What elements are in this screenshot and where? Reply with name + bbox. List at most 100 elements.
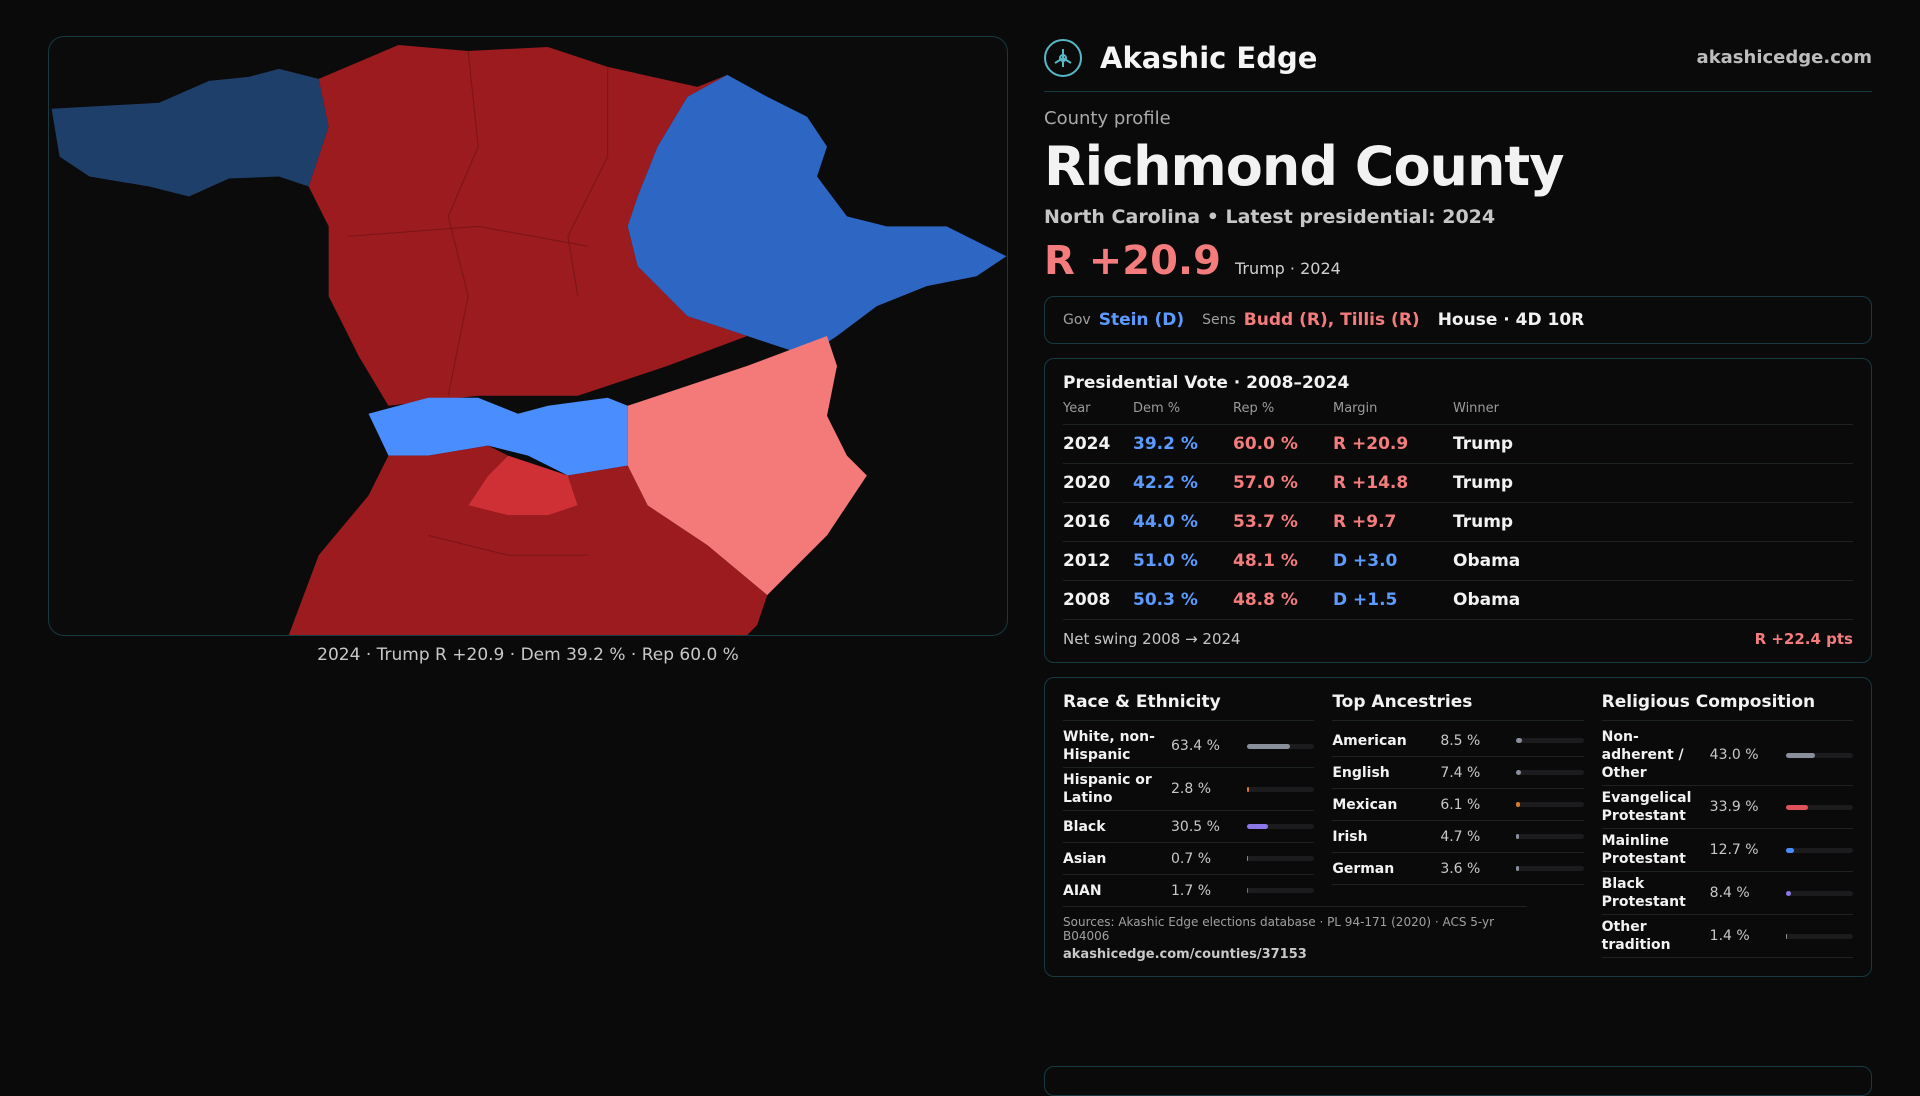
net-swing-value: R +22.4 pts — [1754, 630, 1853, 648]
vote-dem: 50.3 % — [1133, 580, 1233, 620]
representatives-bar: Gov Stein (D) Sens Budd (R), Tillis (R) … — [1044, 296, 1872, 344]
religion-value: 1.4 % — [1709, 928, 1750, 944]
ancestry-bar-fill — [1516, 802, 1521, 807]
religion-value: 33.9 % — [1709, 799, 1759, 815]
race-bar-fill — [1247, 824, 1268, 829]
senators-value: Budd (R), Tillis (R) — [1243, 310, 1420, 330]
ancestry-title: Top Ancestries — [1332, 692, 1584, 721]
precinct-map-svg[interactable] — [49, 37, 1007, 635]
vote-row: 2016 44.0 % 53.7 % R +9.7 Trump — [1063, 502, 1853, 542]
ancestry-bar — [1516, 738, 1584, 743]
precinct-nw[interactable] — [51, 68, 329, 197]
presidential-vote-card: Presidential Vote · 2008–2024 Year Dem % R… — [1044, 358, 1872, 663]
vote-margin: R +20.9 — [1333, 424, 1453, 464]
religion-row: Other tradition 1.4 % — [1601, 915, 1853, 958]
vote-rep: 60.0 % — [1233, 424, 1333, 464]
ancestry-value: 4.7 % — [1440, 828, 1481, 845]
precinct-southeast[interactable] — [627, 336, 867, 596]
page-title: Richmond County — [1044, 135, 1564, 198]
religion-bar-fill — [1785, 847, 1795, 853]
religion-row: Non-adherent / Other 43.0 % — [1601, 725, 1853, 786]
ancestry-bar — [1516, 866, 1584, 871]
vote-margin: D +1.5 — [1333, 580, 1453, 620]
demographics-card: Race & Ethnicity White, non-Hispanic 63.4… — [1044, 677, 1872, 977]
vote-dem: 44.0 % — [1133, 502, 1233, 542]
net-swing-row: Net swing 2008 → 2024 R +22.4 pts — [1063, 630, 1853, 648]
vote-col-header: Winner — [1453, 393, 1853, 425]
ancestry-bar-fill — [1516, 866, 1519, 871]
race-bar-fill — [1247, 856, 1248, 861]
latest-margin-sub: Trump · 2024 — [1234, 259, 1341, 278]
race-name: AIAN — [1063, 882, 1102, 899]
precinct-south[interactable] — [288, 445, 768, 635]
religion-column: Religious Composition Non-adherent / Oth… — [1601, 692, 1853, 958]
ancestry-row: Irish 4.7 % — [1332, 821, 1584, 853]
race-column: Race & Ethnicity White, non-Hispanic 63.4… — [1063, 692, 1315, 958]
vote-col-header: Dem % — [1133, 393, 1233, 425]
house-value: House · 4D 10R — [1437, 310, 1585, 330]
brand-url-link[interactable]: akashicedge.com — [1696, 47, 1872, 68]
race-value: 63.4 % — [1171, 738, 1220, 754]
race-value: 30.5 % — [1171, 818, 1220, 835]
religion-bar — [1785, 847, 1853, 853]
ancestry-value: 3.6 % — [1440, 860, 1481, 877]
race-row: AIAN 1.7 % — [1063, 875, 1315, 907]
vote-col-header: Margin — [1333, 393, 1453, 425]
vote-rep: 53.7 % — [1233, 502, 1333, 542]
religion-bar-fill — [1785, 752, 1815, 758]
ancestry-row: German 3.6 % — [1332, 853, 1584, 885]
compass-icon[interactable] — [1044, 38, 1082, 77]
religion-name: Evangelical Protestant — [1601, 790, 1692, 824]
source-url-link[interactable]: akashicedge.com/counties/37153 — [1063, 947, 1307, 962]
vote-dem: 39.2 % — [1133, 424, 1233, 464]
brand-name[interactable]: Akashic Edge — [1100, 40, 1318, 75]
religion-name: Non-adherent / Other — [1601, 729, 1684, 781]
religion-bar-fill — [1785, 933, 1787, 939]
profile-subtitle: North Carolina • Latest presidential: 20… — [1044, 206, 1496, 228]
vote-year: 2016 — [1063, 502, 1133, 542]
race-bar — [1247, 888, 1315, 893]
vote-rep: 48.1 % — [1233, 541, 1333, 581]
ancestry-value: 6.1 % — [1440, 796, 1481, 813]
county-map[interactable] — [48, 36, 1008, 636]
vote-year: 2012 — [1063, 541, 1133, 581]
ancestry-name: German — [1332, 860, 1395, 877]
vote-winner: Trump — [1453, 463, 1853, 503]
religion-name: Black Protestant — [1601, 876, 1686, 910]
vote-col-header: Rep % — [1233, 393, 1333, 425]
religion-value: 8.4 % — [1709, 885, 1750, 901]
presidential-vote-title: Presidential Vote · 2008–2024 — [1063, 373, 1350, 393]
ancestry-column: Top Ancestries American 8.5 % English 7.4 %… — [1332, 692, 1584, 958]
race-bar-fill — [1247, 786, 1249, 792]
vote-row: 2012 51.0 % 48.1 % D +3.0 Obama — [1063, 541, 1853, 581]
sources-text: Sources: Akashic Edge elections database… — [1063, 915, 1495, 943]
governor-value: Stein (D) — [1098, 310, 1185, 330]
religion-row: Black Protestant 8.4 % — [1601, 872, 1853, 915]
religion-bar-fill — [1785, 804, 1809, 810]
race-value: 1.7 % — [1171, 882, 1212, 899]
ancestry-row: Mexican 6.1 % — [1332, 789, 1584, 821]
vote-rep: 48.8 % — [1233, 580, 1333, 620]
ancestry-name: Mexican — [1332, 796, 1398, 813]
precinct-north[interactable] — [308, 44, 748, 406]
vote-col-header: Year — [1063, 393, 1133, 425]
race-bar — [1247, 743, 1315, 749]
religion-name: Mainline Protestant — [1601, 833, 1686, 867]
county-profile-panel: Akashic Edge akashicedge.com County prof… — [1044, 36, 1872, 977]
profile-eyebrow: County profile — [1044, 108, 1171, 129]
race-row: White, non-Hispanic 63.4 % — [1063, 725, 1315, 768]
precinct-center-small[interactable] — [468, 455, 578, 516]
race-name: Asian — [1063, 850, 1107, 867]
race-bar — [1247, 824, 1315, 829]
sources: Sources: Akashic Edge elections database… — [1063, 906, 1527, 962]
race-name: White, non-Hispanic — [1063, 729, 1155, 763]
race-name: Hispanic or Latino — [1063, 772, 1152, 806]
vote-winner: Obama — [1453, 580, 1853, 620]
religion-bar — [1785, 890, 1853, 896]
precinct-central-d[interactable] — [368, 397, 628, 476]
race-bar-fill — [1247, 743, 1290, 749]
vote-margin: R +9.7 — [1333, 502, 1453, 542]
religion-value: 43.0 % — [1709, 747, 1759, 763]
ancestry-value: 7.4 % — [1440, 764, 1481, 781]
precinct-east[interactable] — [627, 74, 1007, 356]
